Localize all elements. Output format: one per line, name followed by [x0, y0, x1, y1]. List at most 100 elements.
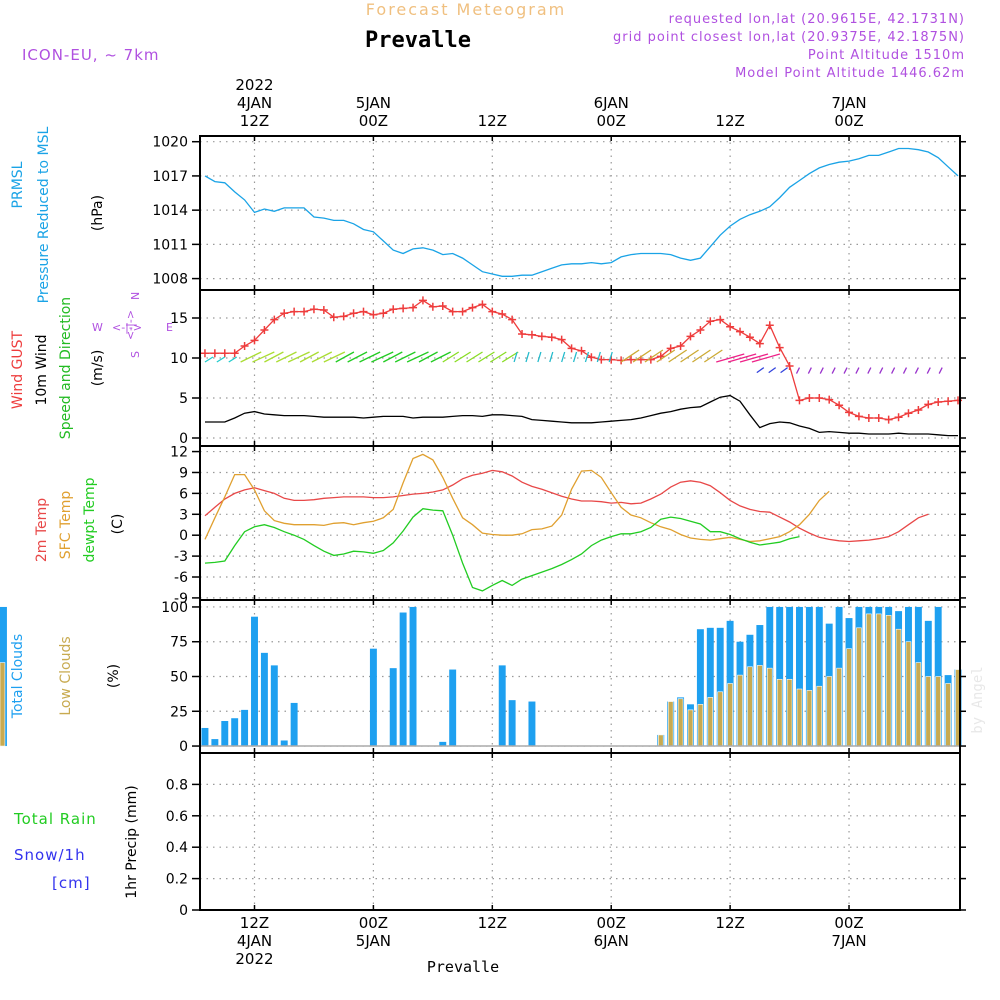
wind-gust-marker [805, 394, 814, 402]
wind-direction-arrow [620, 349, 640, 363]
ytick-label: 1020 [152, 135, 188, 151]
wind-gust-marker [458, 307, 467, 316]
wind-gust-marker [874, 414, 883, 422]
time-label-bottom: 00Z [834, 914, 863, 932]
wind-gust-marker [785, 362, 794, 370]
wind-direction-arrow [751, 353, 781, 363]
wind-direction-arrow [276, 351, 297, 363]
compass-south: S [129, 351, 142, 358]
snow-label: Snow/1h [14, 846, 86, 864]
cloud-unit-label: (%) [106, 664, 122, 688]
total-cloud-bar [776, 606, 784, 747]
panel-frame [199, 752, 961, 911]
low-cloud-bar [945, 683, 951, 747]
wind-gust-marker [290, 307, 299, 316]
sfc-temp-label: SFC Temp [58, 491, 74, 560]
wind-gust-marker [260, 326, 269, 334]
wind-direction-arrow [716, 353, 745, 363]
grid-point-coords: grid point closest lon,lat (20.9375E, 42… [613, 30, 965, 45]
total-cloud-bar [696, 629, 704, 747]
time-label-top: 12Z [240, 112, 269, 130]
wind-gust-marker [319, 306, 328, 314]
total-cloud-bar [528, 701, 536, 747]
total-cloud-bar [369, 648, 377, 747]
wind-gust-marker [339, 312, 348, 321]
low-cloud-bar [727, 683, 733, 747]
wind-direction-arrow [668, 349, 688, 363]
wind-gust-marker [845, 408, 854, 417]
wind-gust-marker [230, 349, 239, 358]
total-cloud-bar [409, 606, 417, 747]
total-cloud-bar [270, 665, 278, 747]
time-label-bottom: 6JAN [594, 932, 629, 950]
low-cloud-bar [657, 734, 664, 747]
wind-gust-marker [884, 415, 893, 424]
wind-direction-arrow [938, 367, 943, 374]
ytick-label: 0.6 [166, 809, 188, 825]
wind-direction-arrow [335, 351, 355, 363]
total-cloud-bar [241, 709, 249, 747]
wind-direction-arrow [323, 351, 346, 363]
wind-gust-marker [508, 315, 517, 324]
low-cloud-bar [786, 678, 793, 747]
wind-direction-arrow [406, 351, 429, 363]
wind-direction-arrow [727, 353, 757, 363]
wind-gust-marker [736, 327, 745, 336]
time-label-bottom: 00Z [359, 914, 388, 932]
ytick-label: 1008 [152, 272, 188, 288]
ytick-label: 1017 [152, 169, 188, 185]
wind-direction-arrow [780, 367, 788, 374]
wind-direction-arrow [795, 367, 801, 374]
wind-gust-marker [775, 343, 784, 352]
total-cloud-bar [706, 627, 714, 747]
panel-frame [199, 445, 961, 601]
compass-east: E [166, 321, 173, 334]
wind-direction-arrow [855, 367, 860, 374]
ytick-label: 50 [170, 670, 188, 686]
wind-gust-marker [914, 406, 923, 414]
time-label-top: 12Z [478, 112, 507, 130]
wind-direction-arrow [525, 351, 530, 363]
pressure-panel-labels: PRMSL Pressure Reduced to MSL (hPa) [10, 126, 106, 303]
pressure-msl-label: Pressure Reduced to MSL [36, 126, 52, 303]
ytick-label: 1011 [152, 237, 188, 253]
wind-direction-arrow [537, 351, 542, 363]
wind-gust-marker [587, 353, 596, 362]
low-cloud-bar [935, 676, 941, 747]
wind-gust-marker [518, 330, 527, 338]
time-label-top: 12Z [715, 112, 744, 130]
location-title: Prevalle [365, 28, 471, 53]
total-cloud-bar [786, 606, 794, 747]
wind-gust-marker [478, 300, 487, 309]
ytick-label: 12 [170, 445, 188, 461]
wind-direction-arrow [430, 351, 451, 363]
wind-gust-marker [627, 355, 636, 364]
wind-direction-arrow [572, 351, 578, 363]
ytick-label: 6 [179, 486, 188, 502]
time-label-bottom: 5JAN [356, 932, 391, 950]
wind-gust-marker [765, 321, 774, 330]
total-cloud-bar [796, 606, 803, 747]
wind-direction-arrow [549, 351, 554, 363]
axis-layer: 10081011101410171020051015-9-6-303691202… [152, 135, 966, 919]
total-cloud-bar [439, 741, 447, 747]
total-cloud-bar [508, 700, 516, 747]
wind-direction-arrow [584, 351, 590, 363]
wind-gust-marker [250, 336, 259, 345]
ytick-label: 9 [179, 465, 188, 481]
wind-direction-arrow [216, 356, 226, 363]
footer-location: Prevalle [427, 958, 499, 976]
wind-direction-arrow [513, 351, 518, 363]
low-cloud-bar [836, 667, 842, 747]
wind-gust-marker [854, 412, 863, 421]
time-label-bottom: 7JAN [831, 932, 866, 950]
wind-gust-marker [755, 339, 764, 348]
compass-ns: <-|-> [124, 310, 137, 340]
wind-gust-marker [240, 342, 249, 350]
wind-gust-marker [399, 304, 408, 313]
wind-unit-label: (m/s) [90, 350, 106, 387]
temp-2m-label: 2m Temp [34, 498, 50, 562]
ytick-label: 0 [179, 528, 188, 544]
wind-gust-marker [428, 302, 437, 311]
